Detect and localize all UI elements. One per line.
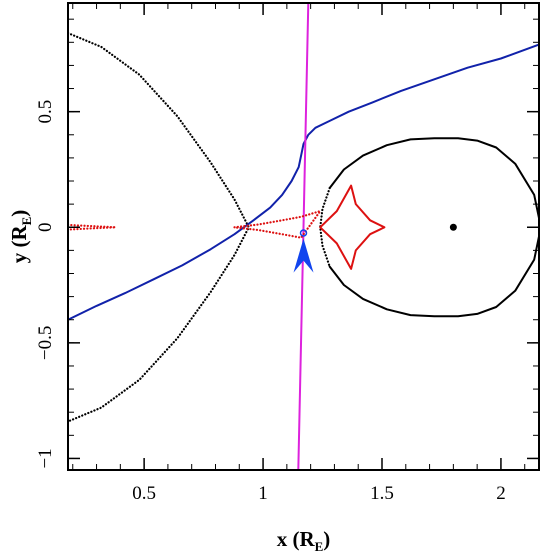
- plot-frame: [67, 2, 540, 471]
- y-tick-label: −1: [35, 448, 56, 468]
- x-tick-label: 0.5: [132, 483, 156, 504]
- y-axis-label-sub: E: [19, 217, 34, 226]
- x-axis-label: x (RE): [277, 527, 331, 554]
- y-tick-label: 0: [35, 223, 56, 233]
- y-tick-label: −0.5: [35, 326, 56, 360]
- series-caustic: [319, 184, 386, 270]
- series-caustic-wing-center: [233, 210, 322, 239]
- series-critical-curve-outer: [328, 137, 539, 318]
- y-axis-label-suffix: ): [7, 210, 31, 217]
- x-tick-label: 2: [496, 483, 506, 504]
- y-tick-label: 0.5: [35, 100, 56, 124]
- series-layer: [68, 3, 539, 470]
- series-trajectory: [68, 43, 539, 321]
- x-axis-label-suffix: ): [323, 527, 330, 551]
- series-caustic-wing-left: [68, 223, 117, 231]
- x-axis-label-sub: E: [315, 539, 324, 554]
- marker-layer: [293, 223, 457, 273]
- x-axis-label-main: x (R: [277, 527, 316, 551]
- x-tick-label: 1: [258, 483, 268, 504]
- series-critical-curve-inner: [68, 31, 250, 423]
- y-axis-label-main: y (R: [7, 225, 31, 264]
- tick-layer: 0.5 1 1.5 2 −1 −0.5 0 0.5: [35, 3, 539, 504]
- x-tick-label: 1.5: [370, 483, 394, 504]
- marker-direction-arrow: [293, 238, 314, 273]
- y-axis-label: y (RE): [7, 210, 34, 264]
- marker-lens-mass: [449, 223, 457, 231]
- marker-source-position: [299, 229, 308, 237]
